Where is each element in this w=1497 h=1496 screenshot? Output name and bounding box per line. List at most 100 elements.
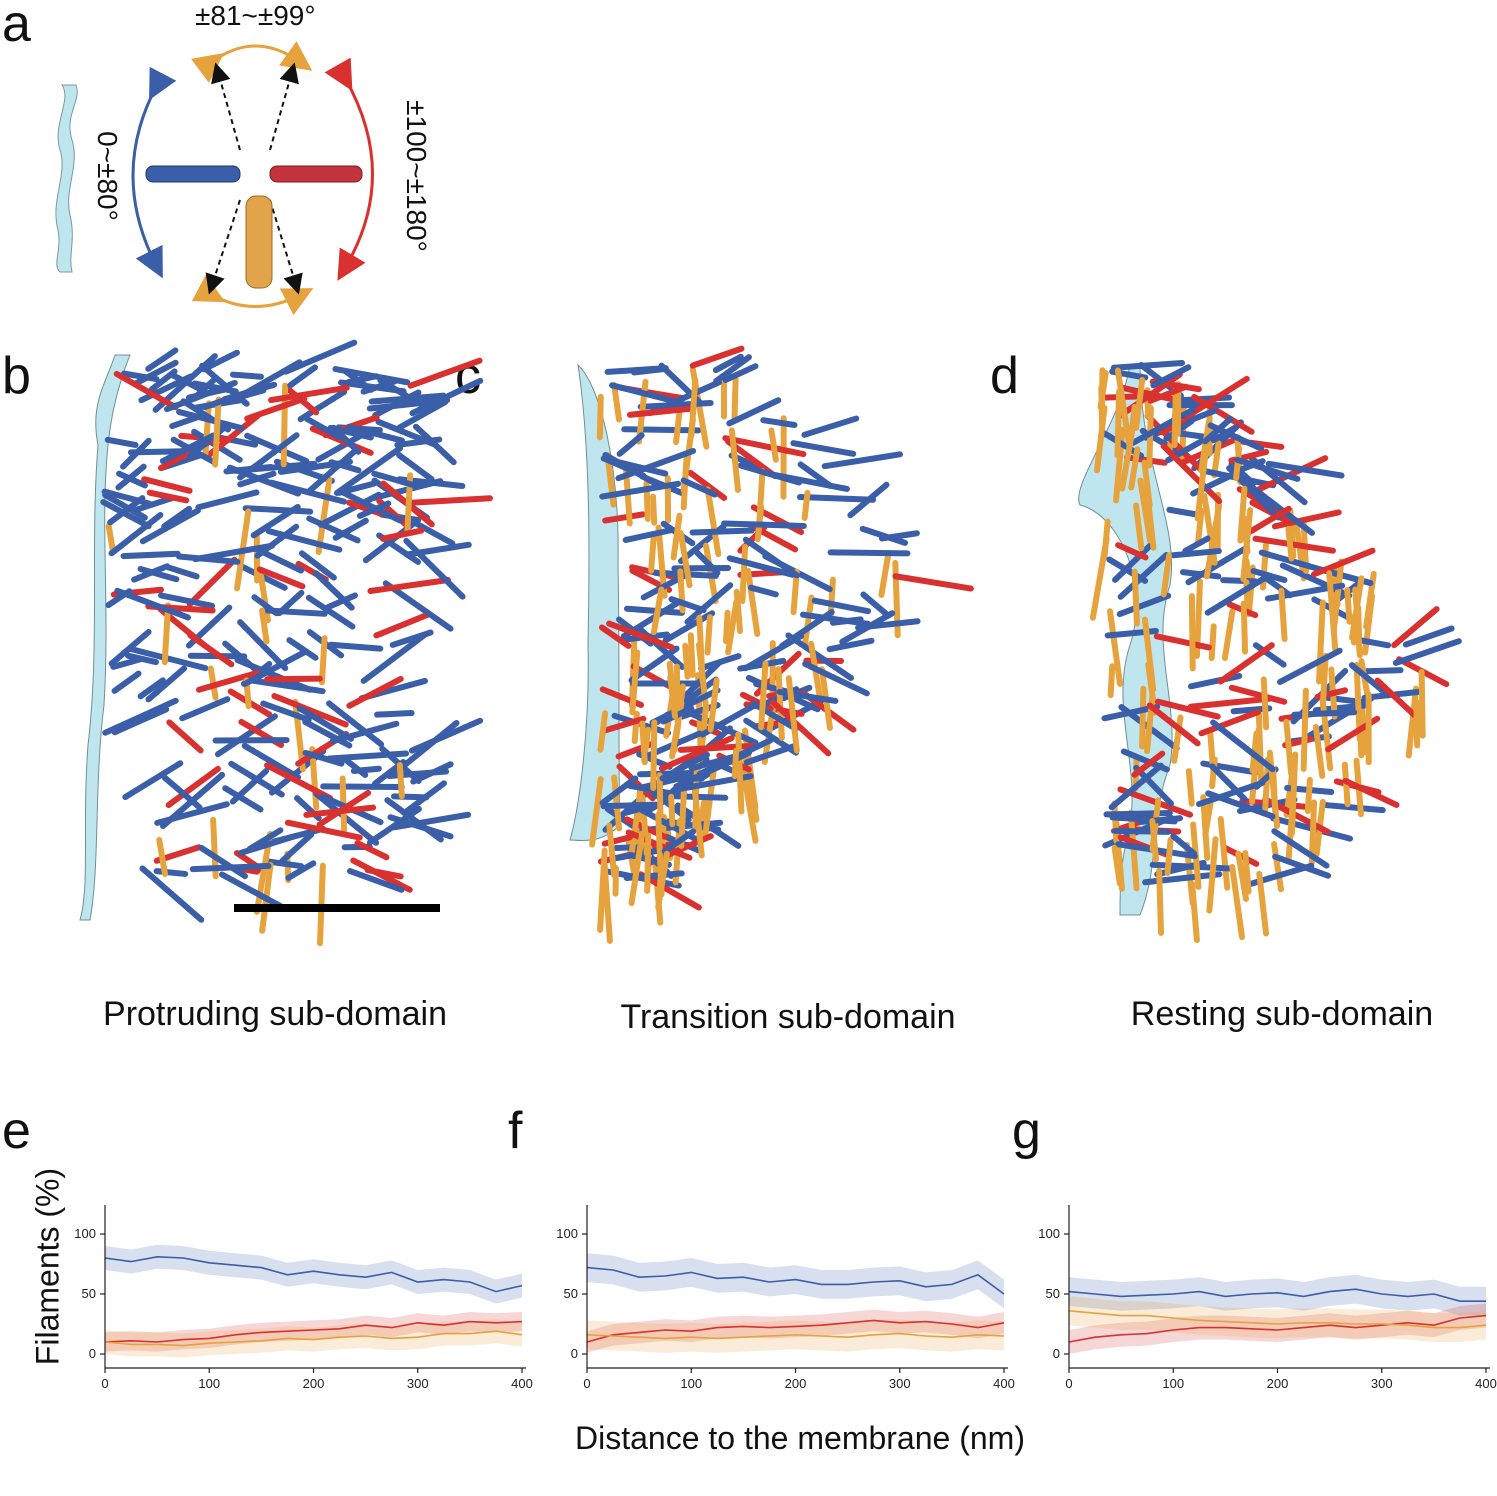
panel-letter-a: a bbox=[2, 0, 31, 53]
orange-series-line bbox=[586, 1332, 1005, 1340]
red-filament bbox=[722, 435, 807, 458]
blue-filament bbox=[637, 770, 693, 778]
blue-filament bbox=[360, 632, 428, 684]
red-filament bbox=[269, 165, 363, 183]
blue-filament bbox=[609, 382, 676, 404]
red-filament bbox=[141, 476, 193, 494]
orange-filament bbox=[1107, 663, 1116, 699]
orange-filament bbox=[707, 677, 720, 733]
blue-filament bbox=[238, 833, 298, 856]
blue-filament bbox=[743, 743, 797, 766]
orange-filament bbox=[611, 382, 623, 423]
red-filament bbox=[616, 763, 656, 802]
y-tick-label: 50 bbox=[82, 1286, 96, 1301]
blue-filament bbox=[674, 751, 710, 773]
orange-filament bbox=[878, 553, 891, 598]
orange-filament bbox=[745, 568, 761, 637]
blue-filament bbox=[176, 408, 245, 432]
orange-filament bbox=[1171, 385, 1179, 449]
orange-filament bbox=[1164, 836, 1174, 877]
blue-filament bbox=[317, 491, 382, 528]
x-tick-label: 100 bbox=[1162, 1376, 1184, 1391]
red-filament bbox=[1217, 642, 1275, 685]
blue-filament bbox=[297, 388, 348, 423]
red-filament bbox=[166, 719, 204, 754]
blue-filament bbox=[409, 377, 484, 417]
blue-filament bbox=[1348, 662, 1392, 699]
red-filament bbox=[244, 395, 308, 422]
red-filament bbox=[601, 715, 647, 734]
orange-filament bbox=[1256, 870, 1270, 937]
blue-filament bbox=[1116, 592, 1172, 618]
blue-filament bbox=[748, 584, 779, 598]
red-filament bbox=[256, 566, 306, 590]
blue-filament bbox=[408, 717, 484, 754]
blue-filament bbox=[1170, 548, 1222, 559]
orange-filament bbox=[668, 793, 676, 828]
blue-filament bbox=[604, 365, 669, 375]
blue-filament bbox=[623, 605, 685, 616]
blue-filament bbox=[1103, 810, 1173, 818]
blue-angle-arc bbox=[131, 66, 177, 279]
orange-filament bbox=[758, 660, 769, 731]
blue-filament bbox=[827, 549, 911, 557]
blue-filament bbox=[125, 652, 159, 666]
blue-filament bbox=[1108, 762, 1164, 811]
blue-filament bbox=[161, 505, 193, 530]
blue-filament bbox=[192, 376, 217, 401]
blue-filament bbox=[826, 637, 875, 653]
orange-filament bbox=[1089, 535, 1110, 621]
x-tick-label: 400 bbox=[993, 1376, 1015, 1391]
blue-series-band bbox=[105, 1244, 522, 1304]
blue-filament bbox=[600, 801, 661, 810]
blue-filament bbox=[689, 527, 755, 536]
orange-filament bbox=[1293, 517, 1307, 582]
red-filament bbox=[1187, 695, 1273, 710]
red-filament bbox=[187, 632, 235, 668]
blue-filament bbox=[628, 645, 680, 684]
red-series-band bbox=[1069, 1303, 1486, 1354]
x-tick-label: 100 bbox=[198, 1376, 220, 1391]
blue-filament bbox=[387, 814, 454, 840]
blue-filament bbox=[192, 542, 276, 563]
blue-filament bbox=[338, 379, 407, 395]
blue-filament bbox=[615, 447, 697, 482]
blue-filament bbox=[329, 720, 400, 745]
blue-filament bbox=[260, 700, 312, 723]
orange-filament bbox=[1217, 816, 1231, 891]
blue-filament bbox=[229, 371, 264, 380]
red-filament bbox=[367, 577, 451, 595]
red-filament bbox=[346, 675, 404, 709]
x-tick-label: 400 bbox=[1475, 1376, 1497, 1391]
orange-series-line bbox=[1068, 1310, 1487, 1329]
red-filament bbox=[284, 819, 363, 841]
blue-filament bbox=[160, 771, 226, 830]
chart-panel-e: 0 100 200 300 400 0 50 100 bbox=[74, 1205, 533, 1391]
blue-filament bbox=[122, 760, 184, 801]
red-angle-arc bbox=[324, 57, 374, 281]
blue-filament bbox=[801, 415, 860, 438]
orange-filament bbox=[667, 674, 679, 720]
blue-filament bbox=[1182, 535, 1211, 554]
red-filament bbox=[1252, 535, 1336, 554]
orange-filament bbox=[731, 375, 739, 422]
angle-label-top: ±81~±99° bbox=[195, 0, 316, 31]
blue-filament bbox=[796, 494, 877, 503]
angle-label-right: ±100~±180° bbox=[400, 100, 432, 252]
blue-filament bbox=[742, 633, 805, 672]
subdomain-title-protruding: Protruding sub-domain bbox=[103, 995, 447, 1033]
red-filament bbox=[602, 511, 646, 524]
orange-filament bbox=[606, 822, 618, 878]
blue-filament bbox=[1138, 815, 1184, 825]
blue-filament bbox=[1106, 556, 1149, 584]
orange-filament bbox=[688, 376, 699, 439]
y-tick-label: 0 bbox=[571, 1346, 578, 1361]
orange-filament bbox=[1131, 568, 1140, 627]
red-filament bbox=[165, 765, 221, 809]
orange-filament bbox=[628, 784, 645, 857]
orange-filament bbox=[650, 719, 658, 792]
blue-filament bbox=[127, 448, 187, 456]
x-axis-title: Distance to the membrane (nm) bbox=[575, 1420, 1025, 1456]
blue-filament bbox=[133, 359, 179, 387]
orange-filament bbox=[1160, 552, 1173, 598]
